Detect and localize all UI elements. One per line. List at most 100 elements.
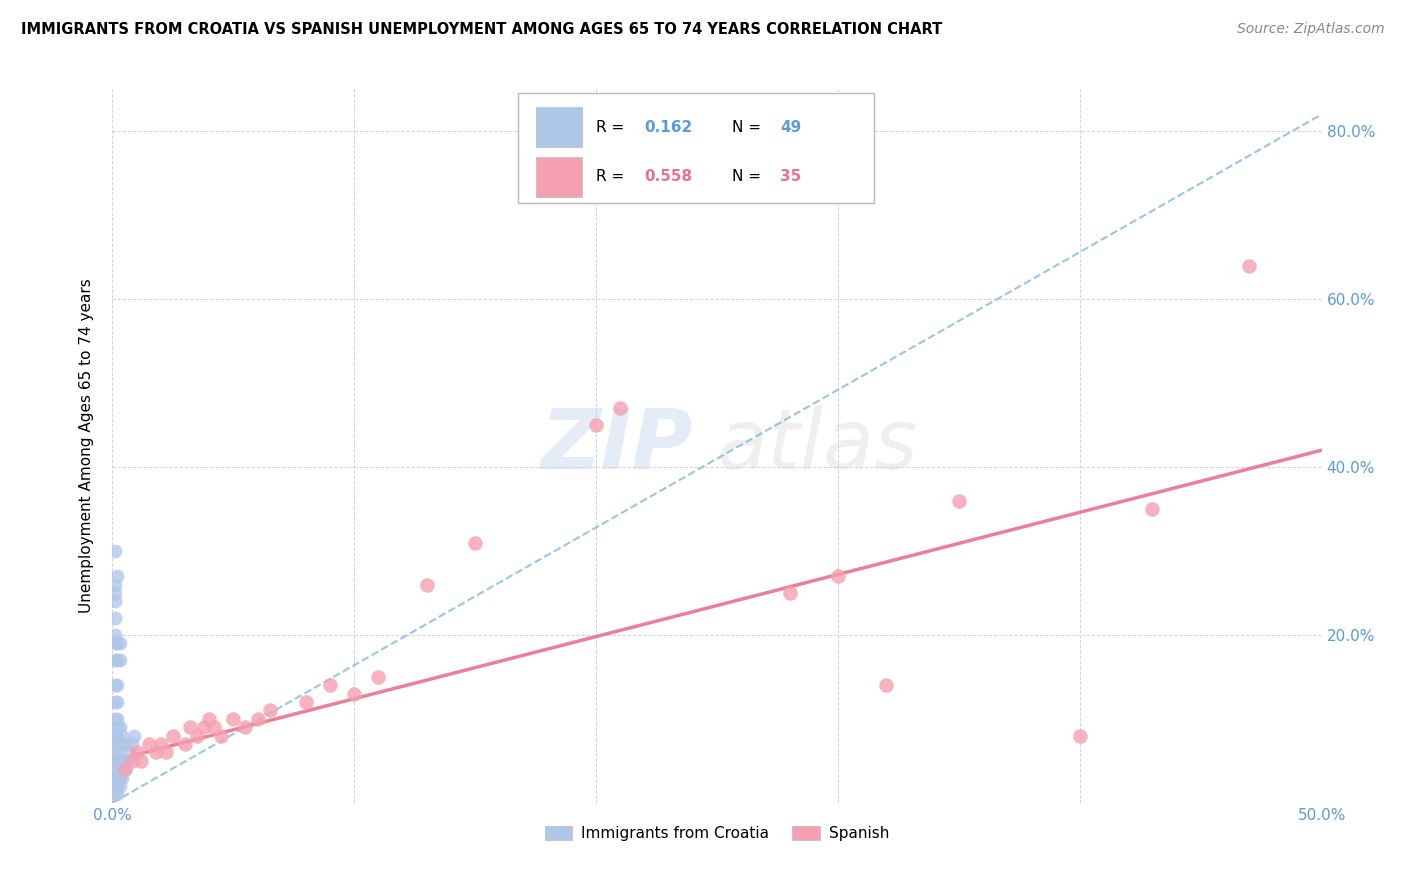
Point — [105, 729, 128, 743]
Text: N =: N = — [731, 169, 765, 185]
Point — [259, 703, 281, 717]
Point — [155, 746, 177, 760]
Point — [104, 737, 127, 751]
Point — [193, 720, 215, 734]
Text: R =: R = — [596, 169, 630, 185]
Point — [179, 720, 201, 734]
Point — [609, 401, 631, 416]
Point — [779, 586, 801, 600]
Point — [104, 729, 127, 743]
Point — [104, 779, 127, 793]
Point — [343, 687, 366, 701]
Point — [104, 712, 127, 726]
Point — [131, 754, 153, 768]
Point — [104, 653, 127, 667]
Point — [105, 771, 128, 785]
Point — [115, 754, 138, 768]
Text: R =: R = — [596, 120, 630, 135]
Text: ZIP: ZIP — [540, 406, 693, 486]
Point — [104, 746, 127, 760]
Text: 0.558: 0.558 — [644, 169, 693, 185]
Point — [121, 737, 143, 751]
Point — [105, 754, 128, 768]
Point — [149, 737, 172, 751]
Point — [104, 771, 127, 785]
Text: N =: N = — [731, 120, 765, 135]
Text: 35: 35 — [780, 169, 801, 185]
Point — [108, 754, 131, 768]
Point — [104, 678, 127, 692]
Point — [464, 535, 486, 549]
Point — [104, 754, 127, 768]
Point — [105, 720, 128, 734]
Point — [827, 569, 849, 583]
Point — [367, 670, 389, 684]
Point — [114, 762, 136, 776]
Point — [235, 720, 257, 734]
Point — [105, 779, 128, 793]
Point — [246, 712, 269, 726]
Point — [174, 737, 197, 751]
Y-axis label: Unemployment Among Ages 65 to 74 years: Unemployment Among Ages 65 to 74 years — [79, 278, 94, 614]
Point — [104, 762, 127, 776]
Point — [105, 788, 128, 802]
Point — [1142, 502, 1164, 516]
Point — [104, 594, 127, 608]
Point — [209, 729, 232, 743]
Point — [108, 737, 131, 751]
Point — [104, 611, 127, 625]
Point — [104, 628, 127, 642]
Point — [108, 720, 131, 734]
Point — [111, 754, 134, 768]
Text: 49: 49 — [780, 120, 801, 135]
Point — [198, 712, 221, 726]
Point — [118, 746, 141, 760]
Point — [105, 712, 128, 726]
Point — [108, 653, 131, 667]
Point — [186, 729, 208, 743]
Point — [105, 653, 128, 667]
Point — [108, 636, 131, 650]
Point — [122, 729, 145, 743]
Point — [114, 737, 136, 751]
Text: Source: ZipAtlas.com: Source: ZipAtlas.com — [1237, 22, 1385, 37]
Legend: Immigrants from Croatia, Spanish: Immigrants from Croatia, Spanish — [537, 818, 897, 848]
Point — [875, 678, 897, 692]
Point — [104, 695, 127, 709]
Point — [319, 678, 342, 692]
Point — [1237, 259, 1260, 273]
Point — [222, 712, 245, 726]
Point — [416, 577, 439, 591]
Point — [104, 636, 127, 650]
Point — [121, 754, 143, 768]
FancyBboxPatch shape — [536, 157, 582, 196]
FancyBboxPatch shape — [517, 93, 875, 203]
Point — [202, 720, 225, 734]
Text: atlas: atlas — [717, 406, 918, 486]
Point — [104, 788, 127, 802]
Point — [111, 729, 134, 743]
Text: 0.162: 0.162 — [644, 120, 693, 135]
Point — [108, 779, 131, 793]
Point — [108, 771, 131, 785]
Text: IMMIGRANTS FROM CROATIA VS SPANISH UNEMPLOYMENT AMONG AGES 65 TO 74 YEARS CORREL: IMMIGRANTS FROM CROATIA VS SPANISH UNEMP… — [21, 22, 942, 37]
Point — [105, 569, 128, 583]
Point — [105, 762, 128, 776]
Point — [125, 746, 148, 760]
Point — [145, 746, 167, 760]
Point — [138, 737, 160, 751]
Point — [948, 493, 970, 508]
Point — [105, 695, 128, 709]
Point — [162, 729, 184, 743]
Point — [104, 577, 127, 591]
Point — [1069, 729, 1091, 743]
Point — [111, 771, 134, 785]
FancyBboxPatch shape — [536, 107, 582, 146]
Point — [104, 544, 127, 558]
Point — [114, 762, 136, 776]
Point — [105, 636, 128, 650]
Point — [105, 678, 128, 692]
Point — [104, 586, 127, 600]
Point — [105, 746, 128, 760]
Point — [585, 417, 607, 432]
